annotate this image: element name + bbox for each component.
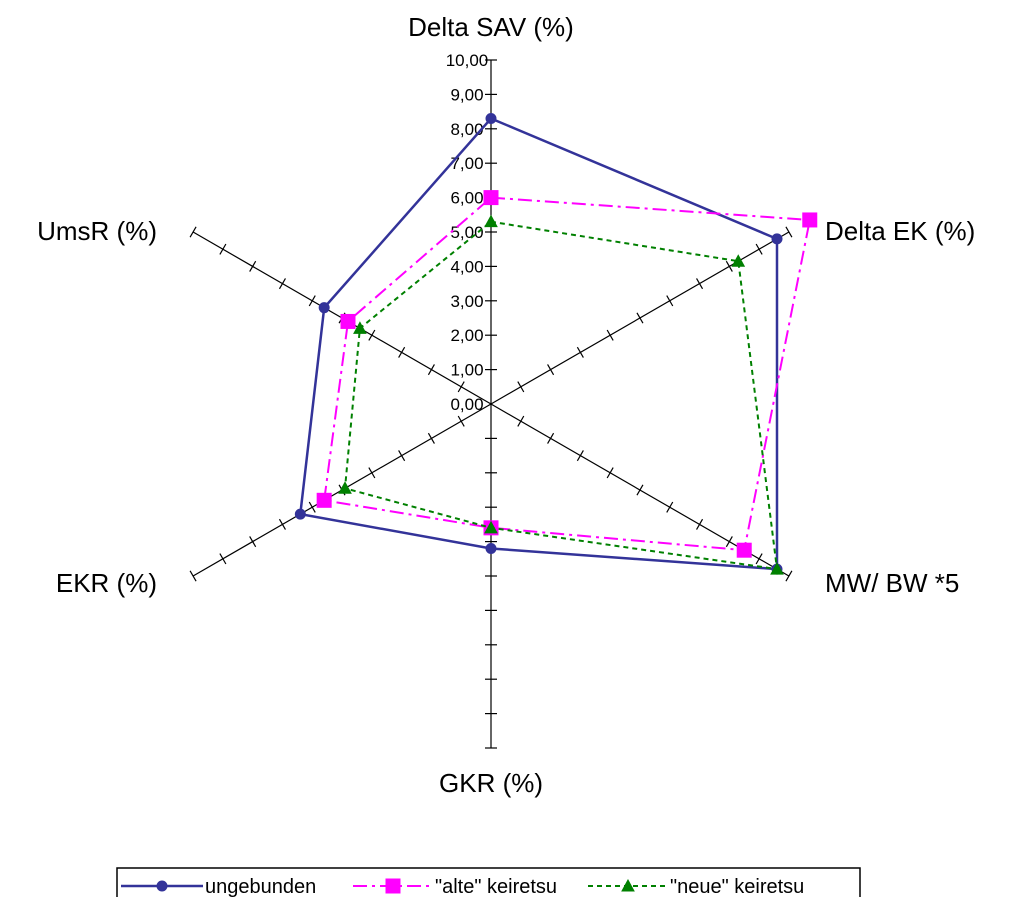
tick-mark [785, 570, 793, 582]
tick-mark [398, 450, 406, 462]
series-1 [316, 190, 818, 558]
series-line [298, 116, 779, 571]
tick-mark [457, 381, 465, 393]
tick-mark [308, 501, 316, 513]
tick-mark [785, 226, 793, 238]
series-point [621, 878, 635, 892]
series-point [353, 321, 367, 334]
series-point [736, 542, 752, 558]
tick-mark [368, 467, 376, 479]
series-point [485, 542, 497, 554]
tick-mark [249, 536, 257, 548]
series-point [340, 313, 356, 329]
tick-mark [725, 536, 733, 548]
axis-title-ekr: EKR (%) [56, 568, 157, 598]
tick-mark [219, 243, 227, 255]
series-point [318, 302, 330, 314]
tick-mark [368, 329, 376, 341]
tick-label: 3,00 [450, 292, 483, 311]
tick-label: 8,00 [450, 120, 483, 139]
tick-mark [189, 226, 197, 238]
tick-mark [576, 346, 584, 358]
legend-label: ungebunden [205, 876, 316, 897]
series-point [483, 190, 499, 206]
tick-mark [398, 346, 406, 358]
series-line [343, 220, 779, 571]
tick-label: 4,00 [450, 257, 483, 276]
legend-items: ungebunden "alte" keiretsu "neue" keiretsu [121, 876, 804, 897]
tick-mark [517, 415, 525, 427]
series-layer [294, 112, 818, 575]
tick-mark [606, 329, 614, 341]
series-point [802, 212, 818, 228]
tick-label: 0,00 [450, 395, 483, 414]
tick-label: 7,00 [450, 154, 483, 173]
tick-mark [308, 295, 316, 307]
series-point [338, 481, 352, 494]
series-point [385, 878, 401, 894]
tick-label: 10,00 [446, 51, 489, 70]
series-point [316, 492, 332, 508]
tick-label: 2,00 [450, 326, 483, 345]
tick-mark [517, 381, 525, 393]
series-line [323, 196, 812, 552]
tick-mark [576, 450, 584, 462]
tick-mark [666, 501, 674, 513]
axis-title-delta-sav: Delta SAV (%) [408, 12, 574, 42]
tick-mark [278, 518, 286, 530]
legend: ungebunden "alte" keiretsu "neue" keiretsu [116, 867, 861, 897]
tick-mark [249, 260, 257, 272]
tick-mark [278, 278, 286, 290]
tick-mark [755, 553, 763, 565]
tick-mark [189, 570, 197, 582]
series-point [156, 880, 168, 892]
tick-mark [547, 432, 555, 444]
series-2 [338, 214, 784, 575]
axis-title-umsr: UmsR (%) [37, 216, 157, 246]
legend-frame [116, 867, 861, 897]
tick-mark [725, 260, 733, 272]
tick-label: 6,00 [450, 189, 483, 208]
series-point [294, 508, 306, 520]
tick-label: 9,00 [450, 85, 483, 104]
tick-mark [696, 278, 704, 290]
tick-mark [755, 243, 763, 255]
axis-title-gkr: GKR (%) [439, 768, 543, 798]
tick-mark [636, 312, 644, 324]
axis-titles-layer: Delta SAV (%) Delta EK (%) MW/ BW *5 GKR… [37, 12, 975, 798]
tick-mark [457, 415, 465, 427]
tick-labels-layer: 0,00 1,00 2,00 3,00 4,00 5,00 6,00 7,00 8,00 9,00… [446, 51, 489, 414]
series-point [484, 214, 498, 228]
tick-mark [547, 364, 555, 376]
legend-label: "neue" keiretsu [670, 876, 804, 897]
axis-title-mw-bw: MW/ BW *5 [825, 568, 959, 598]
tick-mark [427, 364, 435, 376]
tick-label: 1,00 [450, 361, 483, 380]
series-point [731, 254, 746, 267]
series-0 [294, 112, 783, 575]
tick-mark [666, 295, 674, 307]
series-point [770, 562, 784, 575]
tick-label: 5,00 [450, 223, 483, 242]
series-point [771, 233, 783, 245]
tick-mark [219, 553, 227, 565]
tick-mark [696, 518, 704, 530]
axis-title-delta-ek: Delta EK (%) [825, 216, 975, 246]
tick-mark [636, 484, 644, 496]
tick-mark [606, 467, 614, 479]
tick-mark [427, 432, 435, 444]
legend-label: "alte" keiretsu [435, 876, 557, 897]
series-point [485, 112, 497, 124]
series-point [484, 520, 498, 534]
